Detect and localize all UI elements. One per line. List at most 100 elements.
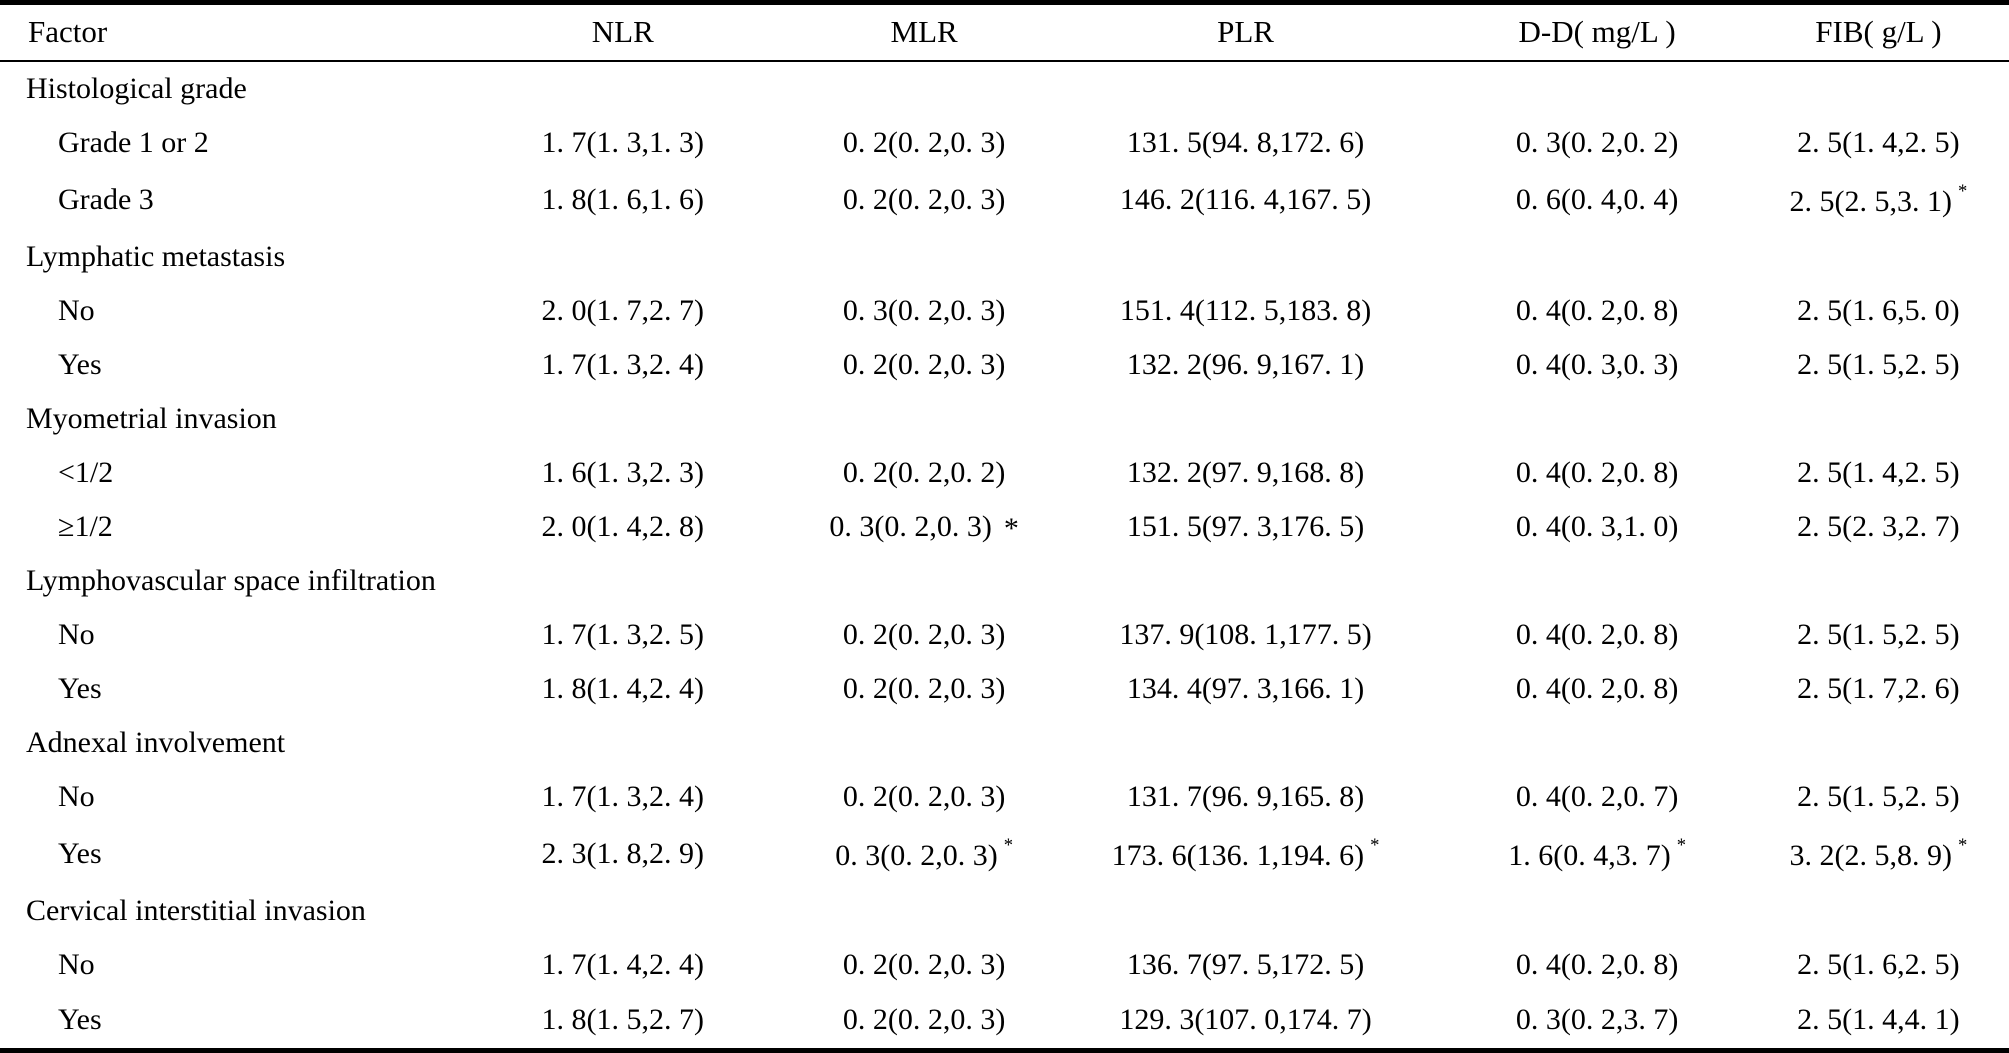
cell-value (804, 554, 1045, 608)
data-row: Yes 1. 8(1. 4,2. 4) 0. 2(0. 2,0. 3) 134. 4(… (0, 662, 2009, 716)
group-row: Myometrial invasion (0, 392, 2009, 446)
median-iqr-value: 0. 3(0. 2,3. 7) (1515, 1003, 1679, 1037)
cell-value (1446, 554, 1747, 608)
cell-value: 173. 6(136. 1,194. 6) * (1045, 824, 1447, 884)
median-iqr-value: 0. 2(0. 2,0. 3) (842, 1003, 1006, 1037)
median-iqr-value: 131. 7(96. 9,165. 8) (1126, 780, 1365, 814)
factor-group-label: Lymphovascular space infiltration (26, 564, 436, 598)
cell-value: 134. 4(97. 3,166. 1) (1045, 662, 1447, 716)
cell-value (1446, 392, 1747, 446)
data-row: Grade 1 or 2 1. 7(1. 3,1. 3) 0. 2(0. 2,0. … (0, 116, 2009, 170)
cell-value (1446, 884, 1747, 938)
median-iqr-value: 1. 7(1. 3,2. 4) (541, 348, 705, 382)
cell-value: 0. 4(0. 2,0. 8) (1446, 662, 1747, 716)
median-iqr-value: 0. 4(0. 2,0. 8) (1515, 948, 1679, 982)
data-row: No 1. 7(1. 4,2. 4) 0. 2(0. 2,0. 3) 136. 7(9… (0, 938, 2009, 992)
data-row: No 1. 7(1. 3,2. 5) 0. 2(0. 2,0. 3) 137. 9(1… (0, 608, 2009, 662)
cell-value: 1. 7(1. 3,2. 4) (442, 338, 804, 392)
median-iqr-value: 0. 4(0. 3,1. 0) (1515, 510, 1679, 544)
factor-item-label: No (58, 294, 95, 328)
data-row: No 2. 0(1. 7,2. 7) 0. 3(0. 2,0. 3) 151. 4(1… (0, 284, 2009, 338)
cell-value: 132. 2(97. 9,168. 8) (1045, 446, 1447, 500)
cell-value: 0. 3(0. 2,3. 7) (1446, 992, 1747, 1050)
column-header-plr: PLR (1044, 2, 1447, 62)
cell-value: 1. 7(1. 3,2. 5) (442, 608, 804, 662)
cell-value: 0. 3(0. 2,0. 3) * (804, 500, 1045, 554)
data-row: ≥1/2 2. 0(1. 4,2. 8) 0. 3(0. 2,0. 3) * 151. … (0, 500, 2009, 554)
cell-value: 0. 2(0. 2,0. 3) (804, 116, 1045, 170)
cell-value: 2. 5(1. 5,2. 5) (1748, 770, 2009, 824)
significance-asterisk: * (1676, 835, 1687, 857)
cell-value: 0. 4(0. 2,0. 8) (1446, 284, 1747, 338)
median-iqr-value: 173. 6(136. 1,194. 6) (1111, 839, 1365, 873)
factor-item-label: Yes (58, 672, 102, 706)
cell-value: 0. 4(0. 2,0. 7) (1446, 770, 1747, 824)
column-header-fib: FIB( g/L ) (1747, 2, 2009, 62)
data-row: <1/2 1. 6(1. 3,2. 3) 0. 2(0. 2,0. 2) 132. 2… (0, 446, 2009, 500)
median-iqr-value: 1. 7(1. 3,2. 4) (541, 780, 705, 814)
significance-asterisk: * (1003, 512, 1019, 545)
column-header-nlr: NLR (441, 2, 804, 62)
cell-value: 2. 5(1. 4,4. 1) (1748, 992, 2009, 1050)
cell-value (804, 392, 1045, 446)
median-iqr-value: 1. 7(1. 3,2. 5) (541, 618, 705, 652)
data-row: Yes 1. 8(1. 5,2. 7) 0. 2(0. 2,0. 3) 129. 3(… (0, 992, 2009, 1050)
cell-value: 131. 5(94. 8,172. 6) (1045, 116, 1447, 170)
cell-value: 136. 7(97. 5,172. 5) (1045, 938, 1447, 992)
median-iqr-value: 0. 4(0. 2,0. 8) (1515, 672, 1679, 706)
factor-item-label: Yes (58, 837, 102, 871)
group-row: Adnexal involvement (0, 716, 2009, 770)
median-iqr-value: 0. 4(0. 2,0. 7) (1515, 780, 1679, 814)
significance-asterisk: * (1370, 835, 1380, 857)
table-body: Histological grade Grade 1 or 2 1. 7(1. 3,… (0, 61, 2009, 1051)
cell-value: 0. 4(0. 3,0. 3) (1446, 338, 1747, 392)
cell-value (804, 716, 1045, 770)
median-iqr-value: 2. 5(1. 4,4. 1) (1797, 1003, 1960, 1037)
data-row: Grade 3 1. 8(1. 6,1. 6) 0. 2(0. 2,0. 3) 146… (0, 170, 2009, 230)
cell-value: 137. 9(108. 1,177. 5) (1045, 608, 1447, 662)
cell-value: 0. 3(0. 2,0. 2) (1446, 116, 1747, 170)
cell-value: 2. 5(1. 6,5. 0) (1748, 284, 2009, 338)
cell-value: 2. 5(1. 5,2. 5) (1748, 608, 2009, 662)
factor-group-label: Histological grade (26, 71, 247, 105)
cell-value (442, 61, 804, 117)
cell-value (1045, 230, 1447, 284)
factor-item-label: <1/2 (58, 456, 114, 490)
median-iqr-value: 0. 3(0. 2,0. 3) (829, 510, 992, 544)
cell-value (1748, 884, 2009, 938)
factor-item-label: No (58, 618, 95, 652)
median-iqr-value: 2. 3(1. 8,2. 9) (541, 837, 705, 871)
cell-value (1446, 230, 1747, 284)
cell-value (442, 554, 804, 608)
cell-value: 2. 5(2. 3,2. 7) (1748, 500, 2009, 554)
cell-value (442, 716, 804, 770)
cell-value: 1. 8(1. 4,2. 4) (442, 662, 804, 716)
cell-value: 0. 3(0. 2,0. 3) * (804, 824, 1045, 884)
median-iqr-value: 2. 5(1. 4,2. 5) (1797, 456, 1960, 490)
cell-value: 1. 8(1. 6,1. 6) (442, 170, 804, 230)
cell-value: 0. 2(0. 2,0. 2) (804, 446, 1045, 500)
cell-value: 2. 5(1. 5,2. 5) (1748, 338, 2009, 392)
median-iqr-value: 1. 6(0. 4,3. 7) (1508, 839, 1671, 873)
median-iqr-value: 2. 5(1. 5,2. 5) (1797, 780, 1960, 814)
cell-value (1748, 716, 2009, 770)
cell-value: 0. 3(0. 2,0. 3) (804, 284, 1045, 338)
median-iqr-value: 151. 4(112. 5,183. 8) (1119, 294, 1372, 328)
factor-item-label: Grade 3 (58, 183, 154, 217)
cell-value: 1. 8(1. 5,2. 7) (442, 992, 804, 1050)
median-iqr-value: 1. 8(1. 5,2. 7) (541, 1003, 705, 1037)
cell-value: 146. 2(116. 4,167. 5) (1045, 170, 1447, 230)
cell-value: 129. 3(107. 0,174. 7) (1045, 992, 1447, 1050)
median-iqr-value: 136. 7(97. 5,172. 5) (1126, 948, 1365, 982)
median-iqr-value: 0. 3(0. 2,0. 3) (835, 839, 998, 873)
cell-value (1748, 392, 2009, 446)
median-iqr-value: 146. 2(116. 4,167. 5) (1119, 183, 1372, 217)
column-header-factor: Factor (0, 2, 442, 62)
factor-group-label: Cervical interstitial invasion (26, 894, 366, 928)
median-iqr-value: 1. 6(1. 3,2. 3) (541, 456, 705, 490)
cell-value: 0. 2(0. 2,0. 3) (804, 992, 1045, 1050)
median-iqr-value: 132. 2(97. 9,168. 8) (1126, 456, 1365, 490)
median-iqr-value: 0. 2(0. 2,0. 3) (842, 126, 1006, 160)
